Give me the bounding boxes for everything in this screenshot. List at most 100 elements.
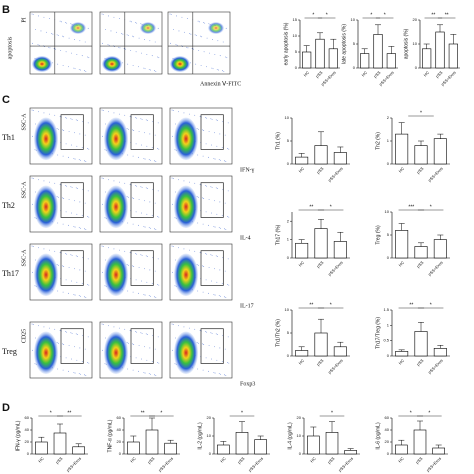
flow-dot — [224, 134, 226, 136]
flow-dot — [71, 186, 73, 188]
y-tick-label: 0 — [353, 65, 356, 70]
flow-dot — [126, 264, 128, 266]
flow-dot — [175, 123, 176, 125]
flow-dot — [70, 332, 72, 334]
flow-dot — [203, 51, 205, 53]
flow-dot — [108, 44, 110, 46]
flow-dot — [155, 161, 157, 162]
flow-density — [104, 117, 128, 161]
sig-marker: ** — [309, 204, 313, 210]
flow-dot — [108, 247, 109, 249]
flow-dot — [31, 177, 33, 179]
flow-dot — [127, 368, 129, 370]
flow-dot — [146, 359, 148, 361]
flow-dot — [155, 229, 157, 230]
flow-dot — [189, 33, 191, 34]
flow-dot — [74, 226, 76, 228]
flow-dot — [135, 253, 136, 254]
flow-dot — [224, 374, 226, 376]
flow-dot — [68, 156, 69, 158]
flow-dot — [101, 177, 103, 179]
flow-dot — [57, 35, 59, 36]
sig-marker: * — [330, 302, 332, 308]
flow-dot — [148, 295, 150, 297]
flow-density — [140, 22, 156, 34]
flow-dot — [215, 333, 217, 335]
flow-dot — [172, 110, 174, 111]
flow-dot — [192, 48, 194, 50]
y-tick-label: 20 — [117, 439, 122, 444]
flow-dot — [102, 203, 103, 205]
flow-dot — [141, 52, 142, 54]
flow-dot — [65, 22, 66, 23]
flow-dot — [136, 331, 138, 333]
bar — [333, 152, 347, 165]
flow-dot — [127, 63, 129, 65]
flow-dot — [132, 343, 133, 345]
gate — [130, 114, 154, 150]
flow-dot — [225, 56, 227, 58]
y-tick-label: 1.5 — [383, 307, 389, 312]
flow-dot — [63, 344, 65, 345]
flow-dot — [62, 343, 63, 345]
flow-dot — [224, 160, 226, 162]
flow-dot — [188, 249, 190, 251]
flow-dot — [219, 201, 221, 203]
flow-dot — [129, 20, 131, 22]
flow-dot — [146, 281, 148, 283]
flow-density — [174, 331, 198, 375]
flow-dot — [32, 110, 34, 111]
y-axis-title: IL-4 (pg/mL) — [287, 422, 293, 450]
flow-dot — [65, 51, 67, 53]
flow-dot — [141, 118, 143, 120]
flow-dot — [87, 190, 89, 192]
flow-dot — [81, 282, 83, 284]
flow-dot — [199, 252, 201, 253]
flow-dot — [197, 264, 199, 266]
flow-dot — [51, 62, 53, 64]
flow-dot — [147, 334, 148, 335]
flow-dot — [59, 252, 61, 253]
flow-dot — [63, 130, 65, 131]
flow-dot — [183, 248, 185, 250]
y-tick-label: 40 — [25, 427, 30, 432]
flow-dot — [127, 342, 129, 344]
flow-dot — [202, 197, 203, 199]
flow-y-label: apoptosis — [7, 36, 13, 59]
flow-dot — [175, 44, 177, 46]
gate — [200, 182, 224, 218]
panel-label: C — [2, 94, 10, 106]
flow-dot — [224, 228, 226, 230]
flow-dot — [68, 199, 70, 201]
x-tick-label: HC — [298, 358, 306, 366]
flow-dot — [190, 33, 192, 35]
flow-dot — [144, 294, 146, 296]
flow-dot — [138, 37, 140, 39]
flow-dot — [35, 259, 36, 261]
flow-dot — [224, 296, 226, 298]
flow-dot — [102, 246, 104, 247]
flow-dot — [34, 285, 36, 287]
flow-dot — [102, 14, 104, 16]
y-tick-label: 10 — [385, 209, 390, 214]
flow-dot — [76, 213, 78, 215]
flow-dot — [188, 327, 190, 329]
flow-dot — [198, 50, 200, 51]
flow-dot — [205, 211, 207, 213]
bar — [314, 145, 328, 165]
sig-marker: ** — [67, 410, 71, 416]
flow-dot — [208, 370, 209, 372]
bar — [386, 53, 396, 69]
flow-dot — [221, 214, 223, 216]
flow-dot — [217, 256, 218, 257]
x-tick-label: pSS — [435, 70, 444, 79]
flow-dot — [208, 23, 210, 25]
flow-dot — [71, 332, 73, 334]
flow-dot — [188, 113, 190, 115]
y-tick-label: 5 — [295, 49, 298, 54]
flow-dot — [104, 149, 106, 151]
y-tick-label: 40 — [117, 427, 122, 432]
flow-dot — [124, 250, 126, 252]
flow-dot — [155, 70, 157, 72]
y-tick-label: 0 — [387, 451, 390, 456]
